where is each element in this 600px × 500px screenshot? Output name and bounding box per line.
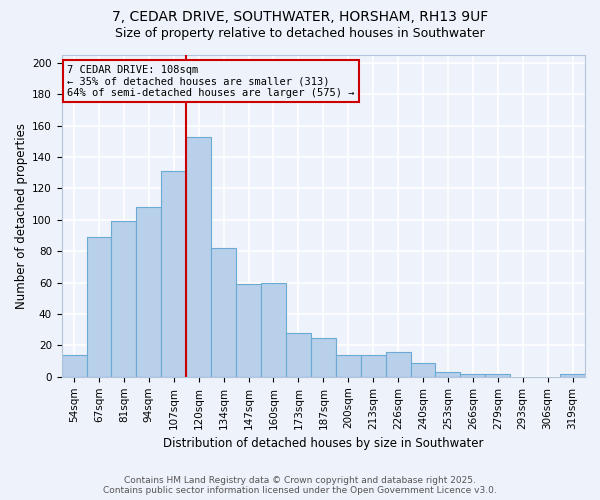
Bar xyxy=(485,374,510,377)
Bar xyxy=(436,372,460,377)
Bar xyxy=(161,171,186,377)
Bar xyxy=(86,237,112,377)
Bar xyxy=(261,282,286,377)
Text: Size of property relative to detached houses in Southwater: Size of property relative to detached ho… xyxy=(115,28,485,40)
Y-axis label: Number of detached properties: Number of detached properties xyxy=(15,123,28,309)
Bar xyxy=(361,355,386,377)
Text: 7 CEDAR DRIVE: 108sqm
← 35% of detached houses are smaller (313)
64% of semi-det: 7 CEDAR DRIVE: 108sqm ← 35% of detached … xyxy=(67,64,355,98)
Bar xyxy=(460,374,485,377)
Bar xyxy=(311,338,336,377)
Bar xyxy=(112,222,136,377)
Bar xyxy=(336,355,361,377)
Bar xyxy=(410,362,436,377)
Bar xyxy=(386,352,410,377)
Bar xyxy=(136,208,161,377)
Bar xyxy=(236,284,261,377)
Bar xyxy=(186,136,211,377)
Bar xyxy=(211,248,236,377)
Bar xyxy=(286,333,311,377)
Text: Contains HM Land Registry data © Crown copyright and database right 2025.
Contai: Contains HM Land Registry data © Crown c… xyxy=(103,476,497,495)
Text: 7, CEDAR DRIVE, SOUTHWATER, HORSHAM, RH13 9UF: 7, CEDAR DRIVE, SOUTHWATER, HORSHAM, RH1… xyxy=(112,10,488,24)
Bar xyxy=(62,355,86,377)
Bar xyxy=(560,374,585,377)
X-axis label: Distribution of detached houses by size in Southwater: Distribution of detached houses by size … xyxy=(163,437,484,450)
